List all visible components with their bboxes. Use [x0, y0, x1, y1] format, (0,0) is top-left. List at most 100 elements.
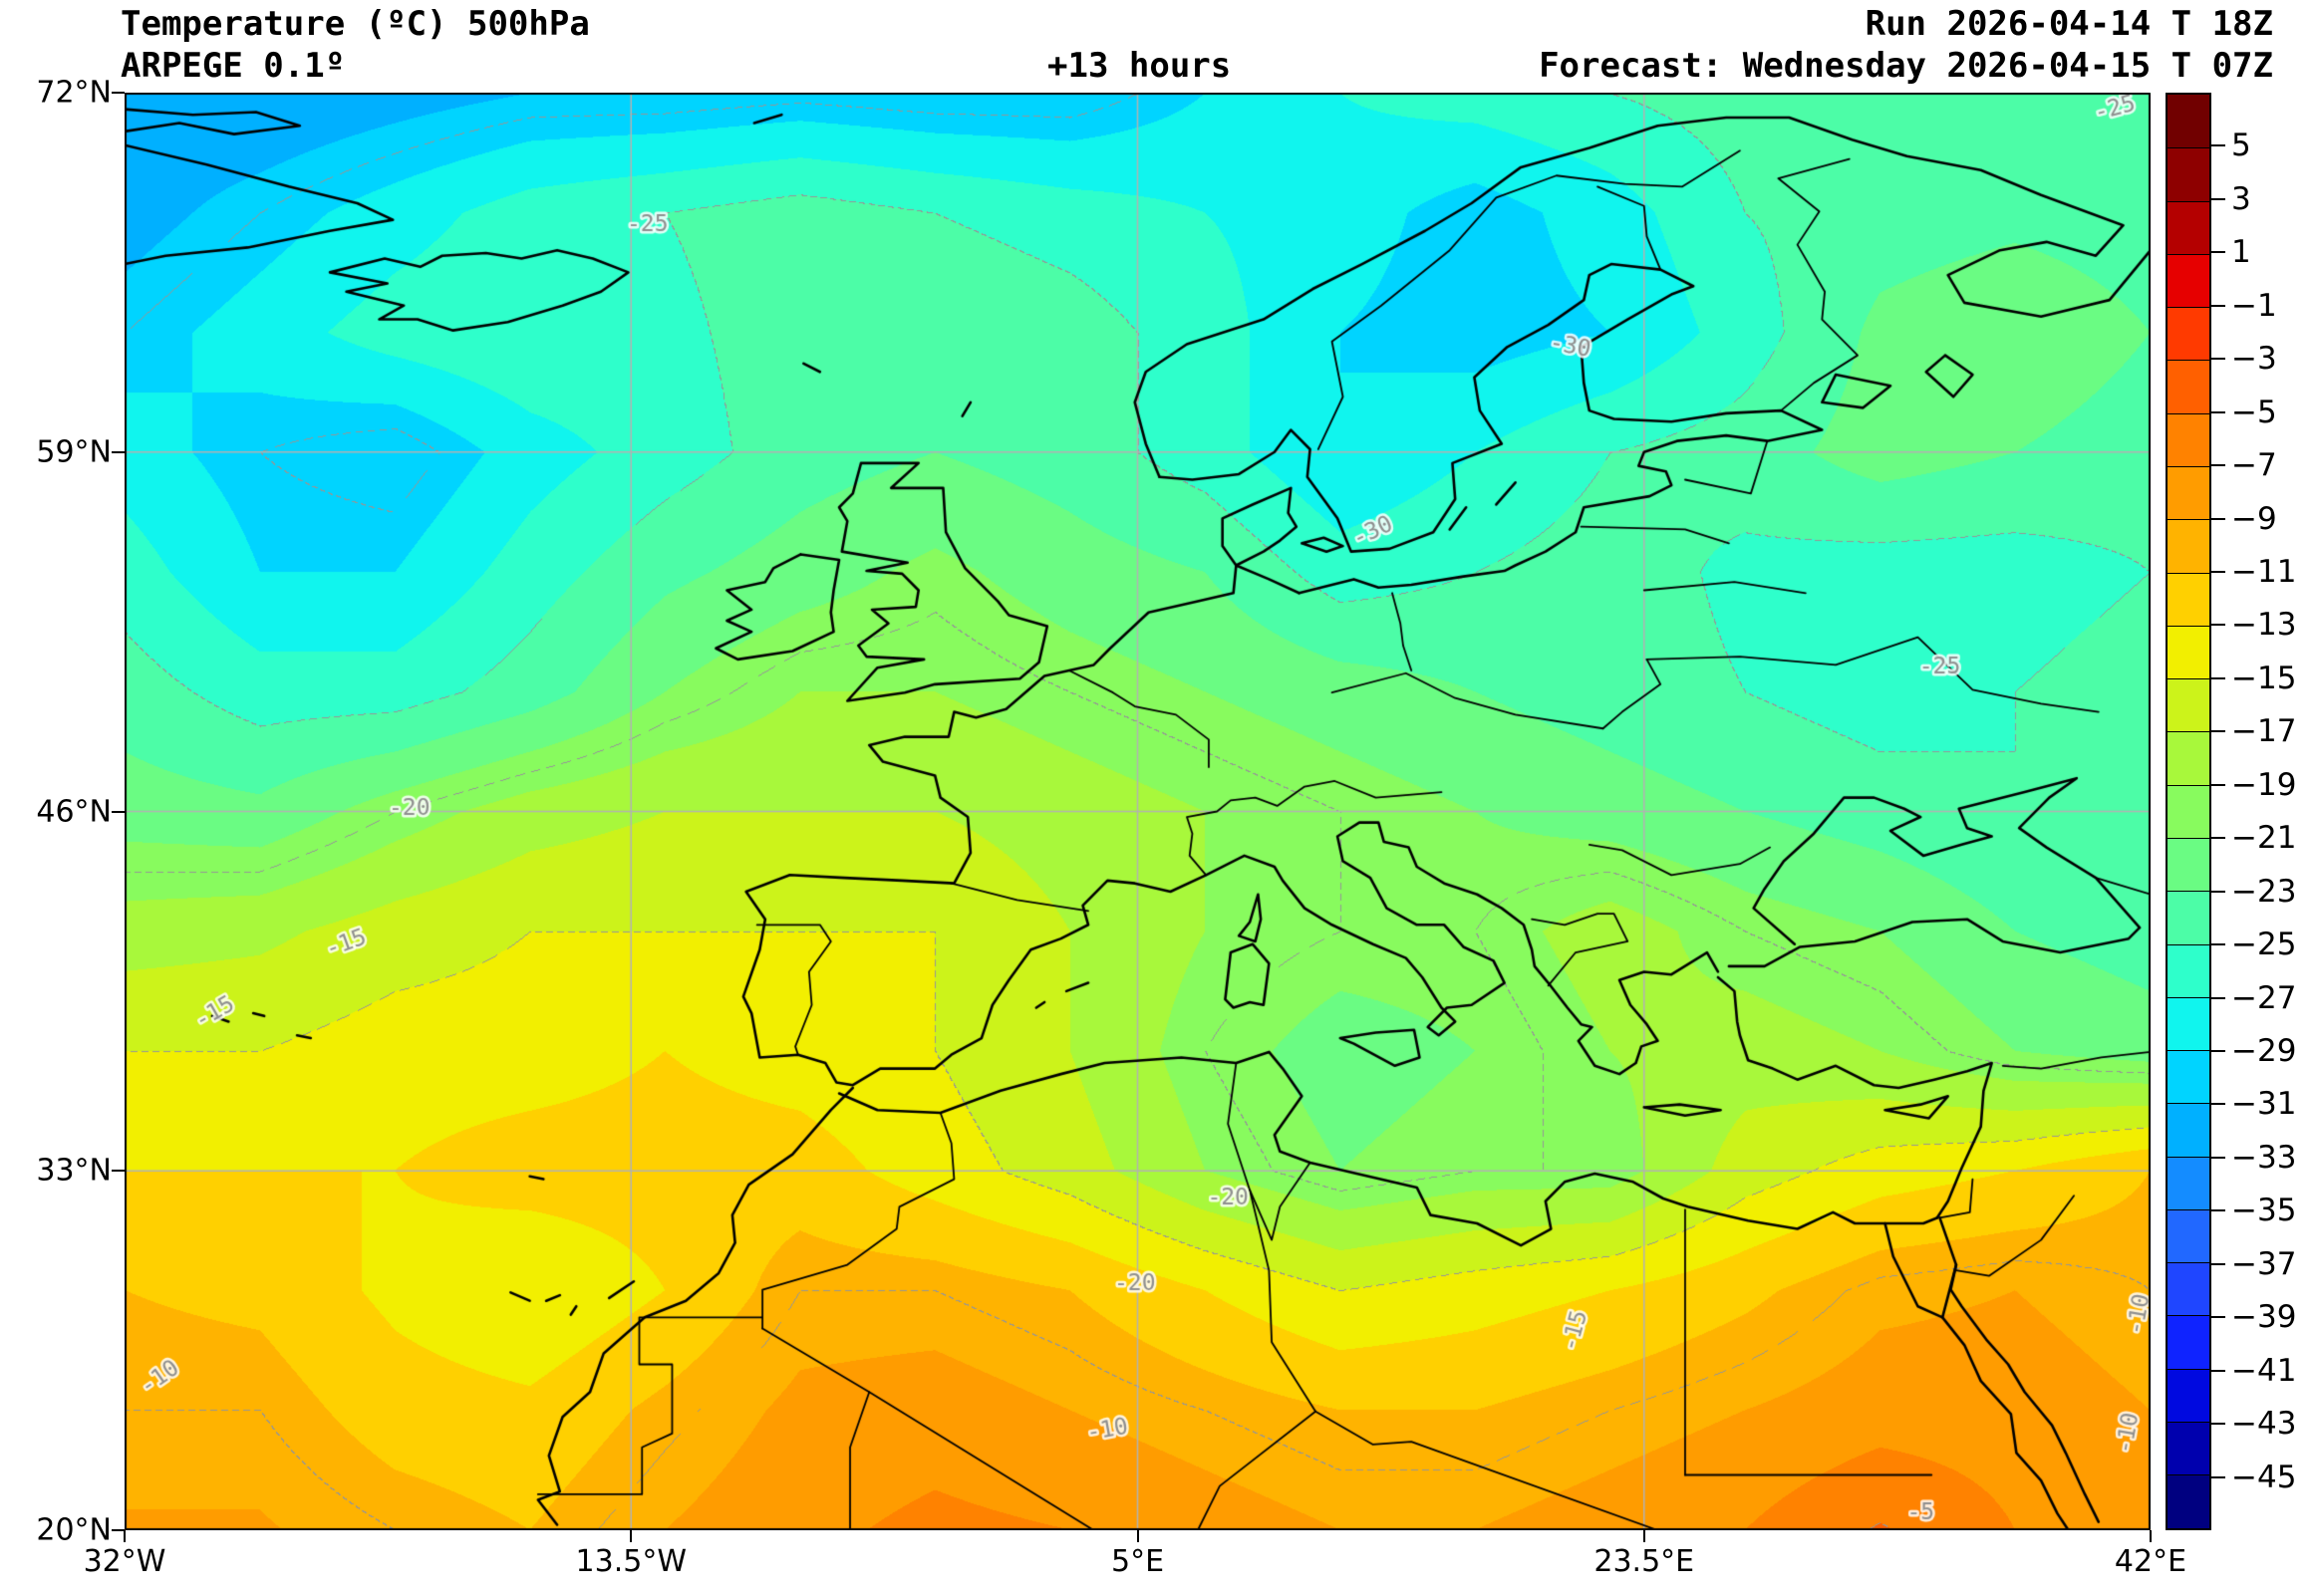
- colorbar-segment: [2168, 1050, 2209, 1104]
- model-label: ARPEGE 0.1º: [121, 46, 346, 86]
- colorbar-tick-label: −39: [2231, 1299, 2297, 1336]
- x-axis-tick-label: 23.5°E: [1593, 1544, 1695, 1579]
- colorbar-segment: [2168, 1368, 2209, 1423]
- colorbar-tick-mark: [2211, 943, 2225, 946]
- colorbar-tick-label: −29: [2231, 1033, 2297, 1069]
- colorbar-segment: [2168, 572, 2209, 626]
- colorbar-tick-label: −1: [2231, 287, 2277, 324]
- x-axis-tick-mark: [630, 1530, 633, 1542]
- y-axis-tick-mark: [112, 1529, 125, 1531]
- lead-time-label: +13 hours: [1047, 46, 1232, 86]
- colorbar-tick-label: −43: [2231, 1406, 2297, 1443]
- colorbar-tick-mark: [2211, 1423, 2225, 1426]
- forecast-label: Forecast: Wednesday 2026-04-15 T 07Z: [1539, 46, 2273, 86]
- colorbar-segment: [2168, 784, 2209, 838]
- colorbar-tick-mark: [2211, 1262, 2225, 1265]
- colorbar-segment: [2168, 1156, 2209, 1209]
- colorbar-tick-label: −23: [2231, 873, 2297, 910]
- x-axis-tick-label: 32°W: [83, 1544, 166, 1579]
- colorbar-tick-mark: [2211, 624, 2225, 627]
- colorbar-tick-mark: [2211, 304, 2225, 307]
- colorbar-segment: [2168, 1208, 2209, 1263]
- colorbar-segment: [2168, 1103, 2209, 1157]
- chart-title: Temperature (ºC) 500hPa: [121, 4, 590, 44]
- colorbar-tick-label: −25: [2231, 927, 2297, 963]
- colorbar-tick-label: −27: [2231, 979, 2297, 1016]
- colorbar-tick-label: −19: [2231, 766, 2297, 803]
- colorbar-tick-label: −31: [2231, 1086, 2297, 1123]
- colorbar-tick-label: −45: [2231, 1459, 2297, 1495]
- colorbar-tick-mark: [2211, 144, 2225, 147]
- colorbar-segment: [2168, 625, 2209, 679]
- colorbar-tick-mark: [2211, 1050, 2225, 1052]
- y-axis-tick-label: 20°N: [36, 1512, 112, 1548]
- colorbar-segment: [2168, 147, 2209, 201]
- colorbar-tick-mark: [2211, 1103, 2225, 1106]
- colorbar-tick-mark: [2211, 251, 2225, 254]
- colorbar-segment: [2168, 731, 2209, 785]
- colorbar-segment: [2168, 1262, 2209, 1316]
- colorbar-tick-label: −21: [2231, 820, 2297, 857]
- colorbar-segment: [2168, 307, 2209, 361]
- colorbar-tick-mark: [2211, 358, 2225, 361]
- y-axis-tick-label: 33°N: [36, 1153, 112, 1189]
- colorbar-segment: [2168, 519, 2209, 573]
- colorbar-tick-label: −15: [2231, 660, 2297, 696]
- colorbar-tick-mark: [2211, 1209, 2225, 1212]
- colorbar-segment: [2168, 360, 2209, 413]
- colorbar-segment: [2168, 1315, 2209, 1369]
- colorbar-tick-mark: [2211, 676, 2225, 679]
- colorbar-segment: [2168, 943, 2209, 997]
- x-axis-tick-mark: [2150, 1530, 2152, 1542]
- colorbar-tick-label: −5: [2231, 394, 2277, 430]
- colorbar-tick-mark: [2211, 1156, 2225, 1159]
- x-axis-tick-label: 42°E: [2114, 1544, 2187, 1579]
- colorbar-segment: [2168, 1474, 2209, 1528]
- colorbar-tick-mark: [2211, 1316, 2225, 1319]
- temperature-map-canvas: [125, 93, 2151, 1530]
- colorbar-tick-label: −35: [2231, 1193, 2297, 1229]
- colorbar-tick-label: −7: [2231, 447, 2277, 484]
- y-axis-tick-label: 72°N: [36, 75, 112, 111]
- colorbar-tick-label: −3: [2231, 341, 2277, 378]
- colorbar-tick-label: 3: [2231, 180, 2251, 217]
- colorbar-segment: [2168, 412, 2209, 466]
- run-label: Run 2026-04-14 T 18Z: [1865, 4, 2273, 44]
- y-axis-tick-mark: [112, 450, 125, 453]
- colorbar-tick-label: 1: [2231, 234, 2251, 271]
- x-axis-tick-label: 5°E: [1110, 1544, 1165, 1579]
- x-axis-tick-mark: [1642, 1530, 1645, 1542]
- y-axis-tick-mark: [112, 810, 125, 813]
- colorbar-segment: [2168, 891, 2209, 944]
- colorbar-tick-mark: [2211, 571, 2225, 573]
- colorbar-tick-mark: [2211, 464, 2225, 467]
- colorbar-tick-mark: [2211, 1475, 2225, 1478]
- colorbar-tick-mark: [2211, 517, 2225, 520]
- colorbar-tick-mark: [2211, 783, 2225, 786]
- colorbar-segment: [2168, 1422, 2209, 1475]
- colorbar-tick-label: 5: [2231, 128, 2251, 164]
- colorbar-tick-label: −9: [2231, 500, 2277, 537]
- colorbar-tick-label: −33: [2231, 1139, 2297, 1176]
- y-axis-tick-label: 46°N: [36, 794, 112, 829]
- map-plot-area: [125, 93, 2151, 1530]
- colorbar: [2166, 93, 2211, 1530]
- colorbar-tick-label: −17: [2231, 713, 2297, 750]
- x-axis-tick-label: 13.5°W: [575, 1544, 687, 1579]
- colorbar-tick-mark: [2211, 996, 2225, 999]
- y-axis-tick-label: 59°N: [36, 434, 112, 470]
- colorbar-tick-label: −41: [2231, 1352, 2297, 1389]
- x-axis-tick-mark: [1136, 1530, 1139, 1542]
- colorbar-tick-mark: [2211, 197, 2225, 200]
- colorbar-tick-label: −11: [2231, 554, 2297, 590]
- x-axis-tick-mark: [124, 1530, 126, 1542]
- colorbar-segment: [2168, 837, 2209, 892]
- colorbar-tick-mark: [2211, 730, 2225, 733]
- y-axis-tick-mark: [112, 92, 125, 94]
- colorbar-segment: [2168, 200, 2209, 254]
- colorbar-segment: [2168, 996, 2209, 1051]
- colorbar-segment: [2168, 253, 2209, 308]
- colorbar-tick-mark: [2211, 837, 2225, 840]
- colorbar-segment: [2168, 678, 2209, 732]
